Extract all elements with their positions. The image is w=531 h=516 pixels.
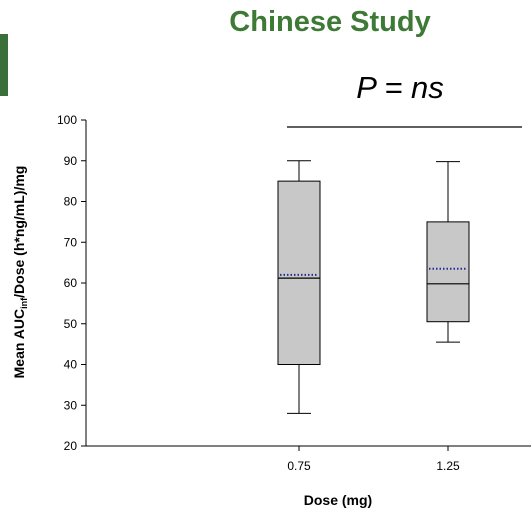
y-axis-label-text: Mean AUCinf/Dose (h*ng/mL)/mg xyxy=(11,166,29,379)
x-tick-label: 0.75 xyxy=(287,459,311,473)
y-tick-label: 60 xyxy=(64,276,78,290)
plot-area: 20 30 40 50 60 70 80 90 100 0.75 1.25 xyxy=(57,113,531,473)
y-tick-label: 30 xyxy=(64,398,78,412)
x-tick-label: 1.25 xyxy=(436,459,460,473)
y-tick-label: 70 xyxy=(64,235,78,249)
y-axis-label: Mean AUCinf/Dose (h*ng/mL)/mg xyxy=(11,166,29,379)
y-tick-label: 40 xyxy=(64,358,78,372)
y-axis-label-main: Mean AUC xyxy=(11,309,27,379)
y-tick-label: 80 xyxy=(64,195,78,209)
y-tick-label: 90 xyxy=(64,154,78,168)
y-axis-label-sub: inf xyxy=(19,297,29,309)
title-accent-bar xyxy=(0,34,8,96)
y-tick-label: 20 xyxy=(64,439,78,453)
box-iqr xyxy=(277,180,321,365)
y-axis-label-rest: /Dose (h*ng/mL)/mg xyxy=(11,166,27,298)
y-tick-label: 50 xyxy=(64,317,78,331)
chart-title: Chinese Study xyxy=(229,6,431,38)
x-axis-label: Dose (mg) xyxy=(304,492,372,508)
p-value-label: P = ns xyxy=(356,70,444,105)
y-tick-label: 100 xyxy=(57,113,77,127)
box-iqr xyxy=(426,221,470,323)
